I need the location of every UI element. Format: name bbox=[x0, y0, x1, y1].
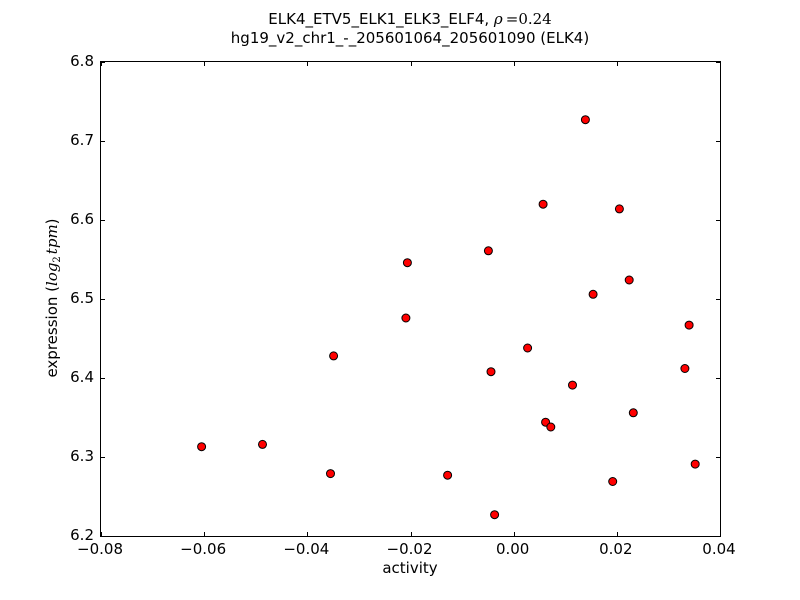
data-point bbox=[690, 459, 700, 469]
title-line-1: ELK4_ETV5_ELK1_ELK3_ELF4, ρ =0.24 bbox=[110, 10, 710, 29]
data-point bbox=[490, 510, 500, 520]
data-point bbox=[628, 408, 638, 418]
y-label-prefix: expression ( bbox=[43, 286, 61, 378]
y-label-suffix: ) bbox=[43, 218, 61, 225]
data-point bbox=[546, 422, 556, 432]
data-point bbox=[486, 367, 496, 377]
y-tick-label: 6.3 bbox=[70, 447, 94, 465]
data-point bbox=[329, 351, 339, 361]
y-tick-label: 6.5 bbox=[70, 289, 94, 307]
y-label-sub: 2 bbox=[52, 256, 63, 263]
data-point bbox=[538, 199, 548, 209]
x-tick-label: −0.08 bbox=[77, 540, 123, 558]
data-point bbox=[614, 204, 624, 214]
data-point bbox=[443, 470, 453, 480]
x-tick-label: 0.02 bbox=[599, 540, 633, 558]
data-point bbox=[402, 258, 412, 268]
title-gene-list: ELK4_ETV5_ELK1_ELK3_ELF4, bbox=[268, 10, 494, 28]
x-tick-label: −0.04 bbox=[283, 540, 330, 558]
data-point bbox=[568, 380, 577, 390]
y-tick-label: 6.7 bbox=[70, 131, 94, 149]
y-tick-label: 6.4 bbox=[70, 368, 94, 386]
y-tick-label: 6.2 bbox=[70, 526, 94, 544]
data-point bbox=[588, 289, 598, 299]
data-point bbox=[624, 275, 634, 285]
x-axis-label: activity bbox=[382, 559, 438, 577]
plot-area bbox=[100, 61, 721, 537]
x-tick-label: 0.00 bbox=[495, 540, 530, 558]
chart-title: ELK4_ETV5_ELK1_ELK3_ELF4, ρ =0.24 hg19_v2… bbox=[110, 10, 710, 48]
data-point bbox=[680, 364, 690, 373]
x-tick-label: −0.02 bbox=[386, 540, 433, 558]
data-point bbox=[258, 439, 267, 449]
data-point bbox=[483, 246, 493, 256]
title-line-2: hg19_v2_chr1_-_205601064_205601090 (ELK4… bbox=[230, 29, 590, 47]
data-point bbox=[608, 477, 618, 486]
data-point bbox=[684, 320, 694, 330]
rho-symbol: ρ bbox=[493, 10, 503, 28]
x-tick-label: 0.04 bbox=[702, 540, 736, 558]
data-point bbox=[197, 442, 207, 452]
data-point bbox=[326, 469, 335, 479]
data-point bbox=[523, 343, 533, 353]
x-tick-label: −0.06 bbox=[180, 540, 227, 558]
y-tick-label: 6.6 bbox=[70, 210, 94, 228]
rho-value: =0.24 bbox=[505, 10, 552, 28]
y-label-tpm: tpm bbox=[43, 224, 61, 255]
data-point bbox=[401, 313, 411, 323]
data-point bbox=[580, 115, 590, 125]
y-label-log: log bbox=[43, 262, 61, 286]
y-tick-label: 6.8 bbox=[70, 52, 94, 70]
scatter-canvas bbox=[101, 62, 721, 537]
y-axis-label: expression (log2tpm) bbox=[42, 148, 63, 448]
